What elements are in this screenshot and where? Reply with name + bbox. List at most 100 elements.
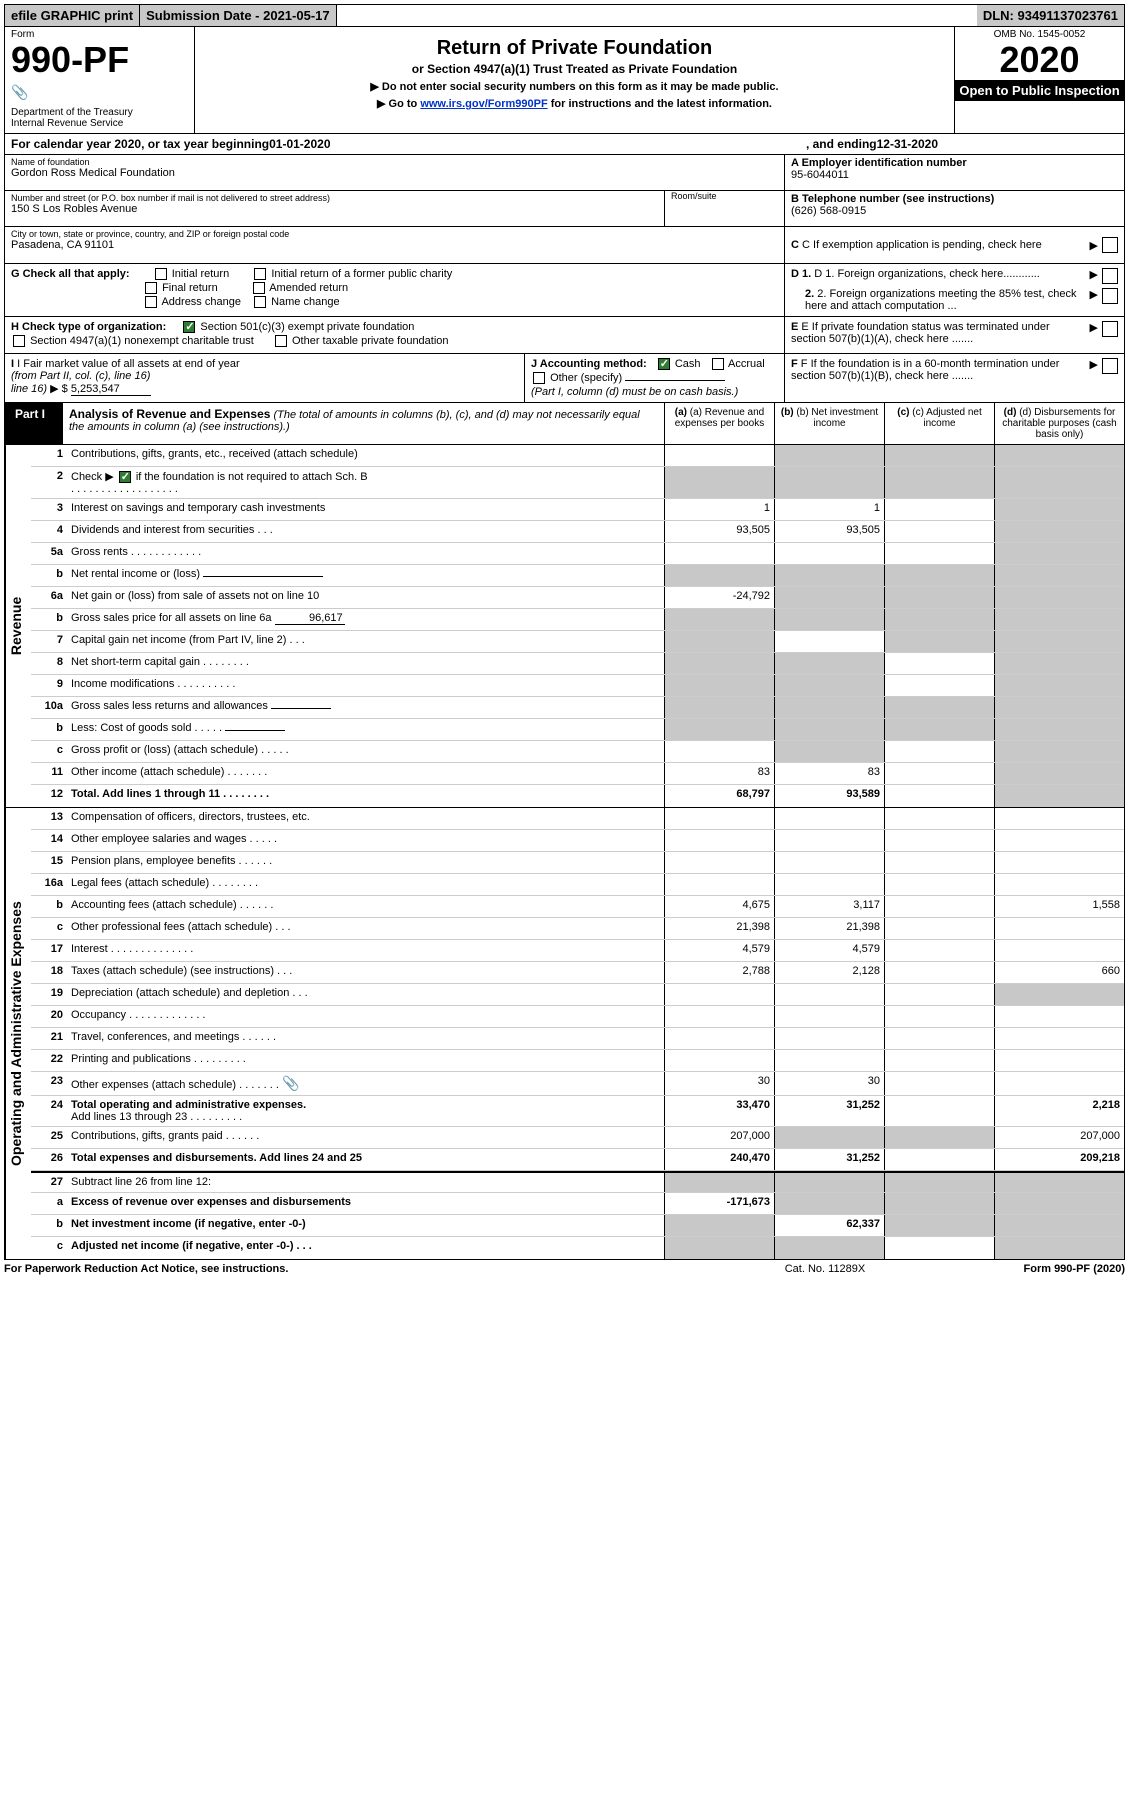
revenue-label: Revenue bbox=[5, 445, 31, 807]
city-cell: City or town, state or province, country… bbox=[5, 227, 784, 263]
501c3-checkbox[interactable] bbox=[183, 321, 195, 333]
col-d-header: (d) (d) Disbursements for charitable pur… bbox=[994, 403, 1124, 444]
calendar-row: For calendar year 2020, or tax year begi… bbox=[4, 134, 1125, 155]
amended-return-checkbox[interactable] bbox=[253, 282, 265, 294]
foundation-name: Gordon Ross Medical Foundation bbox=[11, 167, 778, 179]
initial-return-checkbox[interactable] bbox=[155, 268, 167, 280]
row-23: 23Other expenses (attach schedule) . . .… bbox=[31, 1072, 1124, 1096]
row-5b: bNet rental income or (loss) bbox=[31, 565, 1124, 587]
row-27: 27Subtract line 26 from line 12: bbox=[31, 1171, 1124, 1193]
row-1: 1Contributions, gifts, grants, etc., rec… bbox=[31, 445, 1124, 467]
row-27b: bNet investment income (if negative, ent… bbox=[31, 1215, 1124, 1237]
d2-checkbox[interactable] bbox=[1102, 288, 1118, 304]
h-section: H Check type of organization: Section 50… bbox=[5, 317, 784, 353]
row-2: 2Check ▶ if the foundation is not requir… bbox=[31, 467, 1124, 499]
ein-cell: A Employer identification number 95-6044… bbox=[785, 155, 1124, 191]
paperwork-notice: For Paperwork Reduction Act Notice, see … bbox=[4, 1263, 725, 1275]
row-16c: cOther professional fees (attach schedul… bbox=[31, 918, 1124, 940]
4947a1-checkbox[interactable] bbox=[13, 335, 25, 347]
efile-label[interactable]: efile GRAPHIC print bbox=[5, 5, 140, 26]
g-section: G Check all that apply: Initial return I… bbox=[5, 264, 784, 316]
accrual-checkbox[interactable] bbox=[712, 358, 724, 370]
row-18: 18Taxes (attach schedule) (see instructi… bbox=[31, 962, 1124, 984]
row-9: 9Income modifications . . . . . . . . . … bbox=[31, 675, 1124, 697]
instr-1: ▶ Do not enter social security numbers o… bbox=[203, 80, 946, 93]
header-left: Form 990-PF 📎 Department of the Treasury… bbox=[5, 27, 195, 133]
form-footer: Form 990-PF (2020) bbox=[925, 1263, 1125, 1275]
open-public-badge: Open to Public Inspection bbox=[955, 80, 1124, 101]
final-return-checkbox[interactable] bbox=[145, 282, 157, 294]
fmv-value: 5,253,547 bbox=[71, 383, 151, 396]
paperclip-icon[interactable]: 📎 bbox=[11, 84, 28, 100]
schb-checkbox[interactable] bbox=[119, 471, 131, 483]
row-10b: bLess: Cost of goods sold . . . . . bbox=[31, 719, 1124, 741]
row-14: 14Other employee salaries and wages . . … bbox=[31, 830, 1124, 852]
address-cell: Number and street (or P.O. box number if… bbox=[5, 191, 784, 227]
arrow-icon: ▶ bbox=[1090, 239, 1098, 252]
revenue-section: Revenue 1Contributions, gifts, grants, e… bbox=[4, 445, 1125, 808]
name-change-checkbox[interactable] bbox=[254, 296, 266, 308]
row-6b: bGross sales price for all assets on lin… bbox=[31, 609, 1124, 631]
row-25: 25Contributions, gifts, grants paid . . … bbox=[31, 1127, 1124, 1149]
i-section: I I Fair market value of all assets at e… bbox=[5, 354, 524, 402]
part1-tab: Part I bbox=[5, 403, 63, 444]
other-method-checkbox[interactable] bbox=[533, 372, 545, 384]
row-4: 4Dividends and interest from securities … bbox=[31, 521, 1124, 543]
header-right: OMB No. 1545-0052 2020 Open to Public In… bbox=[954, 27, 1124, 133]
h-e-section: H Check type of organization: Section 50… bbox=[4, 317, 1125, 354]
d1-checkbox[interactable] bbox=[1102, 268, 1118, 284]
tax-year-begin: 01-01-2020 bbox=[269, 137, 330, 151]
form-header: Form 990-PF 📎 Department of the Treasury… bbox=[4, 27, 1125, 134]
address-change-checkbox[interactable] bbox=[145, 296, 157, 308]
c-checkbox[interactable] bbox=[1102, 237, 1118, 253]
f-checkbox[interactable] bbox=[1102, 358, 1118, 374]
cat-no: Cat. No. 11289X bbox=[725, 1263, 925, 1275]
f-section: F F If the foundation is in a 60-month t… bbox=[784, 354, 1124, 402]
attach-icon[interactable]: 📎 bbox=[282, 1075, 299, 1091]
row-12: 12Total. Add lines 1 through 11 . . . . … bbox=[31, 785, 1124, 807]
initial-public-checkbox[interactable] bbox=[254, 268, 266, 280]
street-address: 150 S Los Robles Avenue bbox=[11, 203, 664, 215]
header-mid: Return of Private Foundation or Section … bbox=[195, 27, 954, 133]
row-8: 8Net short-term capital gain . . . . . .… bbox=[31, 653, 1124, 675]
other-taxable-checkbox[interactable] bbox=[275, 335, 287, 347]
row-27a: aExcess of revenue over expenses and dis… bbox=[31, 1193, 1124, 1215]
irs-label: Internal Revenue Service bbox=[11, 118, 188, 129]
row-5a: 5aGross rents . . . . . . . . . . . . bbox=[31, 543, 1124, 565]
dln: DLN: 93491137023761 bbox=[977, 5, 1124, 26]
i-j-f-section: I I Fair market value of all assets at e… bbox=[4, 354, 1125, 403]
cash-checkbox[interactable] bbox=[658, 358, 670, 370]
j-section: J Accounting method: Cash Accrual Other … bbox=[524, 354, 784, 402]
row-10c: cGross profit or (loss) (attach schedule… bbox=[31, 741, 1124, 763]
irs-link[interactable]: www.irs.gov/Form990PF bbox=[420, 98, 547, 110]
row-3: 3Interest on savings and temporary cash … bbox=[31, 499, 1124, 521]
foundation-name-cell: Name of foundation Gordon Ross Medical F… bbox=[5, 155, 784, 191]
d-section: D 1. D 1. Foreign organizations, check h… bbox=[784, 264, 1124, 316]
topbar-spacer bbox=[337, 5, 977, 26]
expenses-label: Operating and Administrative Expenses bbox=[5, 808, 31, 1259]
ein: 95-6044011 bbox=[791, 169, 1118, 181]
expenses-section: Operating and Administrative Expenses 13… bbox=[4, 808, 1125, 1260]
form-subtitle: or Section 4947(a)(1) Trust Treated as P… bbox=[203, 62, 946, 76]
e-section: E E If private foundation status was ter… bbox=[784, 317, 1124, 353]
row-24: 24Total operating and administrative exp… bbox=[31, 1096, 1124, 1127]
e-checkbox[interactable] bbox=[1102, 321, 1118, 337]
identification-block: Name of foundation Gordon Ross Medical F… bbox=[4, 155, 1125, 264]
row-17: 17Interest . . . . . . . . . . . . . .4,… bbox=[31, 940, 1124, 962]
row-19: 19Depreciation (attach schedule) and dep… bbox=[31, 984, 1124, 1006]
room-suite-label: Room/suite bbox=[671, 191, 784, 201]
col-b-header: (b) (b) Net investment income bbox=[774, 403, 884, 444]
row-13: 13Compensation of officers, directors, t… bbox=[31, 808, 1124, 830]
page-footer: For Paperwork Reduction Act Notice, see … bbox=[4, 1260, 1125, 1278]
tax-year: 2020 bbox=[959, 42, 1120, 78]
form-title: Return of Private Foundation bbox=[203, 37, 946, 60]
row-10a: 10aGross sales less returns and allowanc… bbox=[31, 697, 1124, 719]
part1-title: Analysis of Revenue and Expenses (The to… bbox=[63, 403, 664, 444]
phone-cell: B Telephone number (see instructions) (6… bbox=[785, 191, 1124, 227]
row-26: 26Total expenses and disbursements. Add … bbox=[31, 1149, 1124, 1171]
col-c-header: (c) (c) Adjusted net income bbox=[884, 403, 994, 444]
dept-treasury: Department of the Treasury bbox=[11, 107, 188, 118]
submission-date: Submission Date - 2021-05-17 bbox=[140, 5, 337, 26]
g-d-section: G Check all that apply: Initial return I… bbox=[4, 264, 1125, 317]
row-21: 21Travel, conferences, and meetings . . … bbox=[31, 1028, 1124, 1050]
